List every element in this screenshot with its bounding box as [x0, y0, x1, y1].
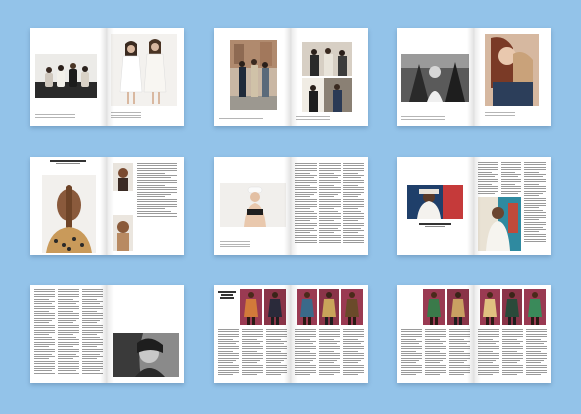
- text-column: [501, 162, 521, 195]
- outfit-photo: [319, 289, 339, 325]
- portrait-photo: [485, 34, 539, 106]
- outfit-photo: [480, 289, 500, 325]
- text-column: [343, 163, 364, 244]
- spread-1-left-page: [30, 28, 107, 126]
- spread-2-left-page: [214, 28, 291, 126]
- text-column: [218, 329, 239, 377]
- text-column: [295, 329, 316, 377]
- spread-2-right-page: [291, 28, 368, 126]
- outfit-photo: [524, 289, 546, 325]
- black-and-white-portrait-photo: [113, 333, 179, 377]
- street-style-photo: [230, 40, 277, 110]
- caption-text: [485, 112, 515, 117]
- outfit-photo: [423, 289, 445, 325]
- caption-text: [220, 241, 250, 249]
- text-column: [242, 329, 263, 377]
- text-column: [401, 329, 422, 377]
- text-column: [319, 329, 340, 377]
- model-portrait-photo: [220, 183, 286, 227]
- outfit-photo: [297, 289, 317, 325]
- spread-1-right-page: [107, 28, 184, 126]
- text-column: [34, 289, 55, 375]
- outfit-photo: [240, 289, 262, 325]
- text-column: [449, 329, 470, 377]
- caption-text: [35, 114, 75, 119]
- magazine-spread-8: [214, 285, 368, 383]
- portrait-photo: [113, 215, 133, 251]
- magazine-spread-6: [397, 157, 551, 255]
- text-column: [526, 329, 547, 377]
- article-heading-block: [218, 291, 236, 299]
- braided-hair-portrait-photo: [42, 175, 96, 253]
- spread-5-right-page: [291, 157, 368, 255]
- text-column: [295, 163, 317, 244]
- text-column: [502, 329, 523, 377]
- spread-4-left-page: [30, 157, 107, 255]
- text-column: [82, 289, 103, 375]
- text-column: [58, 289, 79, 375]
- text-column: [524, 162, 546, 243]
- portrait-photo: [407, 185, 463, 219]
- outfit-photo: [447, 289, 469, 325]
- caption-text: [401, 116, 445, 121]
- article-heading-block: [411, 223, 459, 227]
- outfit-photo: [502, 289, 522, 325]
- spread-7-right-page: [107, 285, 184, 383]
- spread-3-left-page: [397, 28, 474, 126]
- magazine-spread-7: [30, 285, 184, 383]
- magazine-spread-4: [30, 157, 184, 255]
- outfit-photo: [341, 289, 363, 325]
- spread-9-left-page: [397, 285, 474, 383]
- magazine-spread-2: [214, 28, 368, 126]
- text-column: [319, 163, 341, 244]
- text-column: [478, 329, 499, 377]
- fashion-portrait-photo: [111, 34, 177, 106]
- black-and-white-photo: [401, 54, 469, 102]
- magazine-spread-1: [30, 28, 184, 126]
- portrait-photo: [113, 163, 133, 191]
- spread-4-right-page: [107, 157, 184, 255]
- magazine-spread-5: [214, 157, 368, 255]
- spread-7-left-page: [30, 285, 107, 383]
- portrait-photo: [478, 197, 521, 251]
- outfit-photo: [264, 289, 286, 325]
- street-style-photo: [302, 78, 352, 112]
- text-column: [478, 162, 498, 195]
- text-column: [425, 329, 446, 377]
- article-heading-block: [40, 160, 96, 164]
- spread-5-left-page: [214, 157, 291, 255]
- street-style-photo: [302, 42, 352, 76]
- magazine-spread-9: [397, 285, 551, 383]
- spread-6-right-page: [474, 157, 551, 255]
- spread-8-left-page: [214, 285, 291, 383]
- spread-3-right-page: [474, 28, 551, 126]
- caption-text: [296, 116, 330, 121]
- text-column: [266, 329, 287, 377]
- caption-text: [111, 112, 141, 120]
- magazine-spread-3: [397, 28, 551, 126]
- caption-text: [219, 118, 263, 121]
- spread-8-right-page: [291, 285, 368, 383]
- text-column: [343, 329, 364, 377]
- spread-6-left-page: [397, 157, 474, 255]
- text-column: [137, 163, 177, 218]
- spread-9-right-page: [474, 285, 551, 383]
- group-photo: [35, 54, 97, 98]
